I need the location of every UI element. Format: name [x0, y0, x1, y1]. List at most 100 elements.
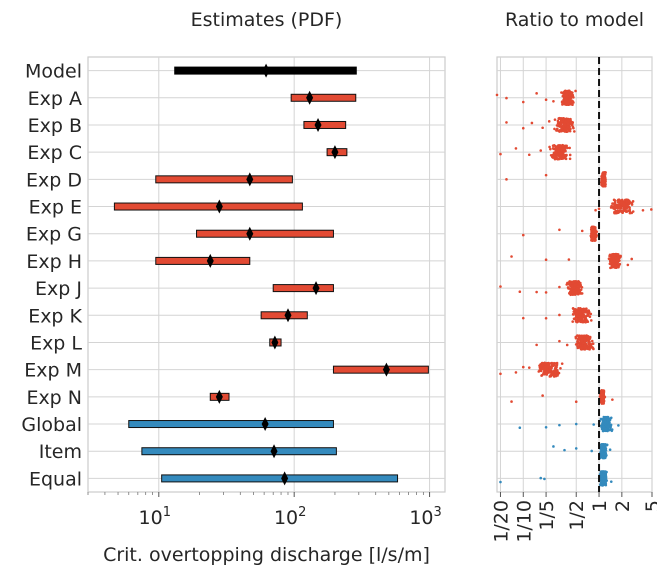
ratio-outlier-point [521, 233, 525, 237]
ratio-point [540, 374, 543, 377]
ratio-point [604, 451, 608, 455]
ratio-point [554, 371, 558, 374]
ratio-point [620, 210, 624, 214]
ratio-point [548, 366, 551, 369]
ratio-point [575, 280, 578, 283]
ratio-point [564, 91, 568, 95]
ratio-outlier-point [541, 126, 544, 130]
estimates-panel: Model Exp A Exp B Exp C Exp D Exp E Exp G Exp H… [21, 9, 446, 566]
ratio-outlier-point [535, 290, 538, 294]
ratio-outlier-point [650, 208, 653, 211]
ratio-point [580, 338, 584, 342]
ratio-point [604, 421, 607, 425]
ratio-point [552, 144, 556, 147]
ratio-point [560, 101, 564, 104]
ratio-point [602, 399, 606, 403]
x-tick-label-1000: 103 [409, 505, 441, 529]
ratio-outlier-point [539, 476, 543, 480]
estimates-title: Estimates (PDF) [191, 9, 343, 31]
ratio-point [561, 124, 565, 128]
median-marker-exp-n [215, 389, 223, 404]
ratio-outlier-point [594, 208, 597, 212]
ratio-point [549, 147, 552, 151]
ratio-point [600, 399, 604, 403]
ratio-point [588, 346, 592, 350]
median-marker-exp-d [246, 172, 254, 187]
ratio-point [576, 310, 580, 314]
ratio-title: Ratio to model [505, 9, 644, 31]
ratio-outlier-point [611, 398, 614, 401]
ratio-point [548, 145, 551, 149]
ratio-outlier-point [558, 228, 561, 232]
ratio-x-tick-label-1-5: 1/5 [536, 500, 558, 531]
ratio-point [602, 452, 605, 455]
ratio-point [593, 234, 597, 237]
ratio-point [581, 320, 584, 324]
ratio-point [609, 423, 613, 427]
median-marker-exp-g [246, 226, 254, 241]
ratio-point [590, 237, 594, 241]
ratio-point [541, 364, 544, 367]
ratio-point [577, 319, 581, 323]
ratio-point [579, 310, 582, 314]
ratio-point [613, 198, 617, 202]
ratio-point [616, 203, 620, 207]
median-marker-equal [281, 471, 289, 486]
ratio-point [561, 103, 564, 106]
ratio-point [567, 119, 570, 122]
ratio-outlier-point [505, 121, 508, 124]
ratio-point [584, 320, 587, 324]
ratio-point [562, 91, 566, 94]
ratio-point [591, 230, 595, 233]
ratio-point [600, 443, 604, 447]
ratio-point [571, 320, 574, 323]
ratio-point [551, 364, 554, 367]
ratio-point [600, 425, 603, 429]
ratio-point [560, 129, 563, 133]
ratio-point [580, 346, 583, 350]
ratio-point [613, 210, 616, 214]
interval-bar-exp-b [303, 120, 347, 129]
ratio-x-tick-label-1: 1 [589, 500, 611, 512]
ratio-point [568, 93, 572, 97]
ratio-point [627, 202, 631, 206]
ratio-point [618, 262, 622, 266]
ratio-point [555, 146, 559, 150]
interval-bar-global [128, 420, 334, 429]
ratio-point [604, 427, 608, 431]
ratio-point [603, 443, 607, 446]
ratio-point [616, 260, 620, 264]
ratio-point [578, 337, 581, 341]
ratio-point [602, 184, 606, 188]
ratio-outlier-point [544, 425, 548, 429]
x-tick-label-10: 101 [139, 505, 171, 529]
ratio-point [601, 447, 605, 450]
ratio-outlier-point [558, 423, 561, 427]
ratio-point [587, 336, 591, 339]
ratio-point [568, 146, 571, 150]
ratio-point [602, 394, 606, 397]
ratio-point [568, 280, 571, 283]
ratio-point [602, 471, 606, 474]
median-marker-exp-h [206, 253, 214, 268]
ratio-outlier-point [505, 178, 508, 181]
estimates-plot-area [87, 56, 446, 493]
ratio-point [555, 127, 559, 131]
ratio-point [599, 389, 603, 393]
ratio-point [593, 227, 597, 231]
ratio-point [583, 344, 586, 348]
ratio-point [585, 314, 589, 317]
estimates-bars [113, 63, 429, 486]
ratio-point [624, 209, 628, 213]
ratio-point [544, 365, 547, 368]
ratio-points-exp-l [535, 334, 595, 351]
median-marker-exp-a [306, 90, 314, 105]
ratio-point [566, 122, 570, 126]
ratio-point [588, 342, 592, 345]
ratio-point [578, 313, 582, 316]
ratio-point [612, 258, 616, 261]
ratio-point [572, 313, 575, 316]
ratio-outlier-point [527, 153, 531, 157]
ratio-point [606, 418, 610, 422]
ratio-point [574, 335, 578, 339]
